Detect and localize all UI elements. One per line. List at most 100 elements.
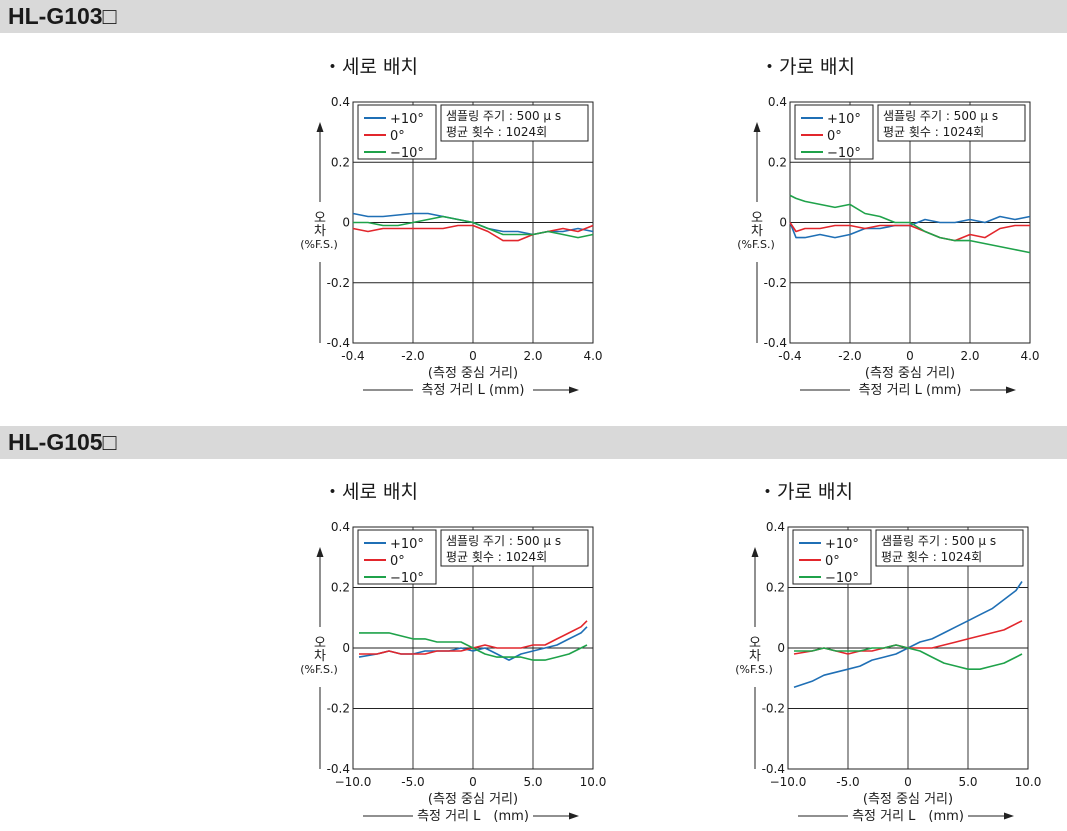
x-axis-center-label: (측정 중심 거리) — [428, 792, 518, 807]
y-tick-label: -0.4 — [762, 762, 785, 776]
y-axis-label: 오 — [751, 211, 763, 226]
legend-box — [794, 104, 874, 160]
x-axis-arrow-head — [1006, 386, 1016, 394]
x-tick-label: 4.0 — [1020, 349, 1039, 363]
info-box — [877, 104, 1026, 142]
legend-label: −10° — [827, 146, 861, 161]
info-sampling-label: 샘플링 주기 : 500 μ s — [881, 534, 996, 548]
x-tick-label: 5.0 — [523, 775, 542, 789]
legend-label: 0° — [390, 129, 405, 144]
y-axis-label: 차 — [314, 224, 326, 239]
y-tick-label: 0 — [342, 641, 350, 655]
x-axis-center-label: (측정 중심 거리) — [428, 366, 518, 381]
info-average-label: 평균 횟수 : 1024회 — [883, 125, 984, 139]
chart-panel: ・세로 배치 0.4 0.2 0 -0.2 -0.4-0.4 -2.0 0 2.0 4.0 오차(%… — [300, 56, 602, 398]
x-tick-label: 4.0 — [583, 349, 602, 363]
y-tick-label: 0.4 — [331, 95, 350, 109]
y-tick-label: 0.4 — [766, 520, 785, 534]
y-axis-label: 오 — [314, 211, 326, 226]
legend-label: −10° — [390, 146, 424, 161]
x-tick-label: -5.0 — [401, 775, 424, 789]
legend-box — [357, 529, 437, 585]
y-axis-label: 오 — [749, 636, 761, 651]
x-tick-label: 10.0 — [580, 775, 607, 789]
x-axis-label: 측정 거리 L (mm) — [422, 383, 525, 398]
y-tick-label: 0.2 — [331, 155, 350, 169]
info-sampling-label: 샘플링 주기 : 500 μ s — [446, 109, 561, 123]
chart-title: ・가로 배치 — [758, 481, 853, 503]
y-tick-label: 0.4 — [768, 95, 787, 109]
x-axis-center-label: (측정 중심 거리) — [863, 792, 953, 807]
x-axis-label: 측정 거리 L (mm) — [852, 809, 964, 824]
info-sampling-label: 샘플링 주기 : 500 μ s — [446, 534, 561, 548]
y-axis-unit: (%F.S.) — [300, 238, 338, 251]
y-axis-label: 오 — [314, 636, 326, 651]
section-header-hl-g105: HL-G105□ — [0, 426, 1067, 459]
legend-label: −10° — [825, 571, 859, 586]
y-axis-arrow-head — [751, 547, 759, 557]
x-tick-label: 0 — [469, 775, 477, 789]
chart-title: ・세로 배치 — [323, 481, 418, 503]
legend-label: +10° — [825, 537, 859, 552]
legend-label: 0° — [390, 554, 405, 569]
legend-label: 0° — [827, 129, 842, 144]
y-axis-arrow-head — [316, 547, 324, 557]
series-line — [352, 224, 594, 242]
x-tick-label: -0.4 — [341, 349, 364, 363]
legend-box — [357, 104, 437, 160]
info-box — [875, 529, 1024, 567]
x-axis-center-label: (측정 중심 거리) — [865, 366, 955, 381]
y-tick-label: 0 — [779, 216, 787, 230]
series-line — [353, 215, 594, 239]
info-box — [440, 104, 589, 142]
y-tick-label: -0.2 — [764, 276, 787, 290]
y-axis-arrow-head — [316, 122, 324, 132]
x-axis-arrow-head — [569, 386, 579, 394]
y-tick-label: -0.2 — [762, 702, 785, 716]
y-tick-label: -0.4 — [764, 336, 787, 350]
x-axis-arrow-head — [569, 812, 579, 820]
y-tick-label: 0 — [777, 641, 785, 655]
info-average-label: 평균 횟수 : 1024회 — [446, 125, 547, 139]
chart-panel: ・세로 배치 0.4 0.2 0 -0.2 -0.4−10.0 -5.0 0 5.0 10.0 오차… — [300, 481, 606, 824]
y-tick-label: 0.2 — [768, 155, 787, 169]
legend-box — [792, 529, 872, 585]
x-tick-label: −10.0 — [335, 775, 372, 789]
legend-label: +10° — [390, 537, 424, 552]
x-tick-label: 0 — [469, 349, 477, 363]
x-tick-label: -2.0 — [838, 349, 861, 363]
x-axis-arrow-head — [1004, 812, 1014, 820]
y-tick-label: -0.2 — [327, 702, 350, 716]
y-tick-label: 0.4 — [331, 520, 350, 534]
x-axis-label: 측정 거리 L (mm) — [417, 809, 529, 824]
y-tick-label: -0.2 — [327, 276, 350, 290]
info-average-label: 평균 횟수 : 1024회 — [446, 550, 547, 564]
x-tick-label: 2.0 — [523, 349, 542, 363]
y-tick-label: 0.2 — [331, 581, 350, 595]
plot-frame — [352, 526, 594, 770]
series-line — [789, 222, 1030, 242]
chart-panel: ・가로 배치 0.4 0.2 0 -0.2 -0.4−10.0 -5.0 0 5.0 10.0 오차… — [735, 481, 1041, 824]
info-average-label: 평균 횟수 : 1024회 — [881, 550, 982, 564]
y-axis-label: 차 — [749, 649, 761, 664]
section-header-hl-g103: HL-G103□ — [0, 0, 1067, 33]
y-axis-arrow-head — [753, 122, 761, 132]
x-tick-label: -5.0 — [836, 775, 859, 789]
x-tick-label: 0 — [906, 349, 914, 363]
section-title: HL-G105□ — [8, 429, 117, 455]
y-tick-label: -0.4 — [327, 336, 350, 350]
x-tick-label: -2.0 — [401, 349, 424, 363]
series-line — [794, 644, 1023, 671]
y-tick-label: 0 — [342, 216, 350, 230]
chart-title: ・세로 배치 — [323, 56, 418, 78]
x-tick-label: 5.0 — [958, 775, 977, 789]
y-axis-unit: (%F.S.) — [737, 238, 775, 251]
x-axis-label: 측정 거리 L (mm) — [859, 383, 962, 398]
x-tick-label: 0 — [904, 775, 912, 789]
y-axis-unit: (%F.S.) — [300, 663, 338, 676]
y-axis-unit: (%F.S.) — [735, 663, 773, 676]
series-line — [359, 632, 588, 661]
series-line — [359, 620, 588, 655]
x-tick-label: 2.0 — [960, 349, 979, 363]
